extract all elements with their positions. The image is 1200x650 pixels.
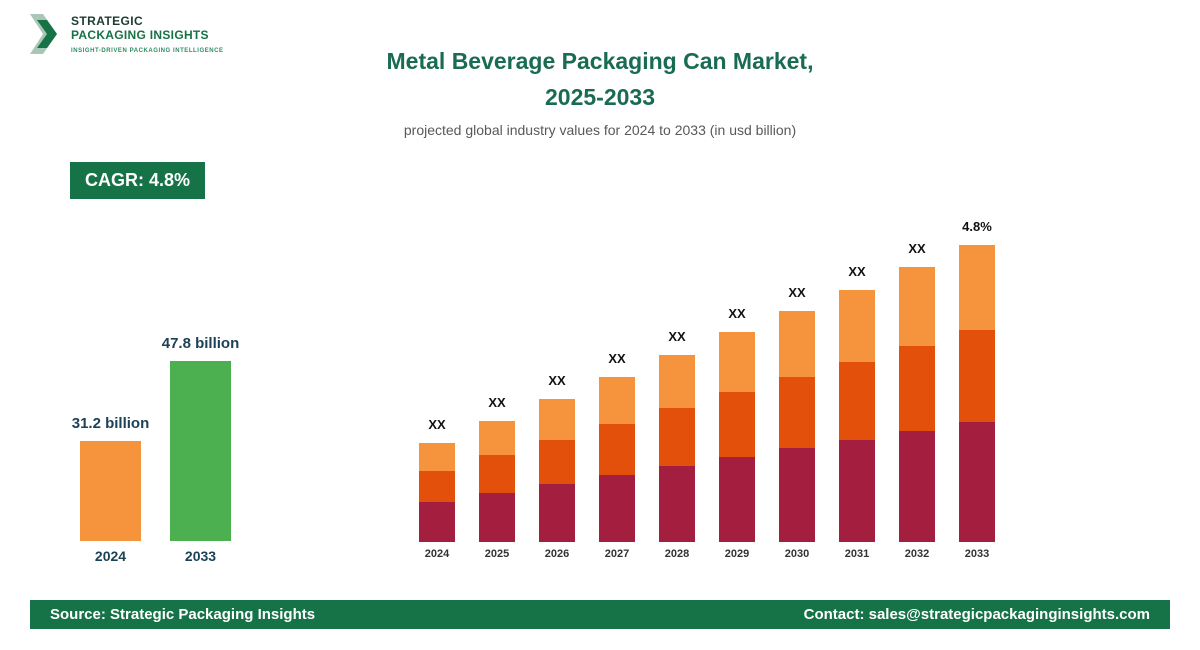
projection-bar-value-label: 4.8% [962, 219, 992, 234]
projection-bar-segment-bottom [479, 493, 515, 542]
projection-bar-col: XX 2032 [899, 241, 935, 560]
projection-bar-segment-top [959, 245, 995, 330]
summary-bar-year-label: 2033 [184, 548, 217, 564]
projection-bar-col: XX 2029 [719, 306, 755, 560]
projection-bar-stack [899, 267, 935, 542]
page-title-line1: Metal Beverage Packaging Can Market, [386, 48, 814, 74]
projection-bar-col: XX 2027 [599, 351, 635, 560]
logo-text: STRATEGIC PACKAGING INSIGHTS INSIGHT-DRI… [71, 14, 224, 54]
summary-bar [80, 441, 141, 541]
page-subtitle: projected global industry values for 202… [403, 122, 797, 139]
projection-bar-value-label: XX [908, 241, 926, 256]
cagr-badge: CAGR: 4.8% [70, 162, 206, 199]
projection-bar-stack [599, 377, 635, 542]
projection-bar-year-label: 2026 [544, 548, 570, 560]
projection-bar-segment-middle [899, 346, 935, 431]
projection-bar-year-label: 2027 [604, 548, 630, 560]
projection-bar-segment-top [539, 399, 575, 440]
summary-bar-year-label: 2024 [94, 548, 127, 564]
projection-bar-value-label: XX [608, 351, 626, 366]
logo-line1: STRATEGIC [71, 14, 144, 28]
projection-bar-segment-top [779, 311, 815, 377]
footer-contact: Contact: sales@strategicpackaginginsight… [803, 606, 1150, 623]
projection-bar-stack [719, 332, 755, 542]
projection-bar-value-label: XX [428, 417, 446, 432]
projection-bar-segment-middle [419, 471, 455, 502]
projection-bar-year-label: 2031 [844, 548, 870, 560]
projection-bar-year-label: 2033 [964, 548, 990, 560]
projection-bar-segment-bottom [659, 466, 695, 542]
projection-chart-bars: XX 2024 XX 2025 XX 2026 XX 2027 XX 2028 XX 2029 XX 20… [419, 219, 995, 560]
projection-bar-stack [479, 421, 515, 542]
projection-bar-stack [959, 245, 995, 542]
projection-bar-segment-top [419, 443, 455, 471]
projection-chart: XX 2024 XX 2025 XX 2026 XX 2027 XX 2028 XX 2029 XX 20… [419, 219, 995, 560]
projection-bar-segment-middle [779, 377, 815, 448]
projection-bar-year-label: 2030 [784, 548, 810, 560]
projection-bar-value-label: XX [488, 395, 506, 410]
projection-bar-value-label: XX [668, 329, 686, 344]
projection-bar-stack [839, 290, 875, 542]
projection-bar-col: XX 2024 [419, 417, 455, 560]
projection-bar-year-label: 2028 [664, 548, 690, 560]
projection-bar-col: 4.8% 2033 [959, 219, 995, 560]
projection-bar-col: XX 2026 [539, 373, 575, 560]
logo-chevron-icon [30, 14, 62, 59]
projection-bar-col: XX 2031 [839, 264, 875, 560]
summary-bar-col: 47.8 billion 2033 [162, 335, 240, 564]
projection-bar-segment-bottom [539, 484, 575, 542]
summary-bar-col: 31.2 billion 2024 [72, 415, 150, 564]
projection-bar-value-label: XX [848, 264, 866, 279]
projection-bar-segment-bottom [899, 431, 935, 542]
projection-bar-year-label: 2029 [724, 548, 750, 560]
footer-source: Source: Strategic Packaging Insights [50, 606, 316, 623]
projection-bar-segment-middle [959, 330, 995, 422]
projection-bar-col: XX 2030 [779, 285, 815, 560]
projection-bar-segment-bottom [599, 475, 635, 542]
projection-bar-year-label: 2025 [484, 548, 510, 560]
projection-bar-segment-top [839, 290, 875, 362]
logo-tagline: INSIGHT-DRIVEN PACKAGING INTELLIGENCE [71, 48, 224, 54]
projection-bar-segment-middle [839, 362, 875, 440]
projection-bar-year-label: 2024 [424, 548, 450, 560]
projection-bar-col: XX 2025 [479, 395, 515, 560]
summary-chart-bars: 31.2 billion 2024 47.8 billion 2033 [72, 335, 240, 564]
projection-bar-segment-top [719, 332, 755, 392]
projection-bar-segment-bottom [419, 502, 455, 542]
projection-bar-value-label: XX [548, 373, 566, 388]
summary-bar-value-label: 31.2 billion [71, 415, 150, 432]
projection-bar-col: XX 2028 [659, 329, 695, 560]
projection-bar-segment-middle [719, 392, 755, 457]
projection-bar-segment-bottom [779, 448, 815, 542]
projection-bar-value-label: XX [788, 285, 806, 300]
page-title-line2: 2025-2033 [545, 83, 655, 110]
logo: STRATEGIC PACKAGING INSIGHTS INSIGHT-DRI… [30, 14, 224, 59]
projection-bar-segment-bottom [719, 457, 755, 542]
summary-bar-value-label: 47.8 billion [161, 335, 240, 352]
footer: Source: Strategic Packaging Insights Con… [30, 600, 1170, 629]
projection-bar-segment-top [599, 377, 635, 424]
projection-bar-segment-bottom [959, 422, 995, 542]
projection-bar-segment-top [479, 421, 515, 455]
summary-bar [170, 361, 231, 541]
projection-bar-stack [539, 399, 575, 542]
projection-bar-segment-middle [479, 455, 515, 493]
logo-line2: PACKAGING INSIGHTS [71, 28, 209, 42]
projection-bar-stack [419, 443, 455, 542]
projection-bar-segment-top [659, 355, 695, 408]
projection-bar-segment-middle [659, 408, 695, 466]
summary-chart: 31.2 billion 2024 47.8 billion 2033 [72, 335, 240, 564]
projection-bar-year-label: 2032 [904, 548, 930, 560]
projection-bar-segment-middle [539, 440, 575, 484]
projection-bar-value-label: XX [728, 306, 746, 321]
projection-bar-stack [659, 355, 695, 542]
projection-bar-segment-top [899, 267, 935, 346]
projection-bar-stack [779, 311, 815, 542]
projection-bar-segment-middle [599, 424, 635, 475]
header: Metal Beverage Packaging Can Market, 202… [0, 44, 1200, 138]
projection-bar-segment-bottom [839, 440, 875, 542]
